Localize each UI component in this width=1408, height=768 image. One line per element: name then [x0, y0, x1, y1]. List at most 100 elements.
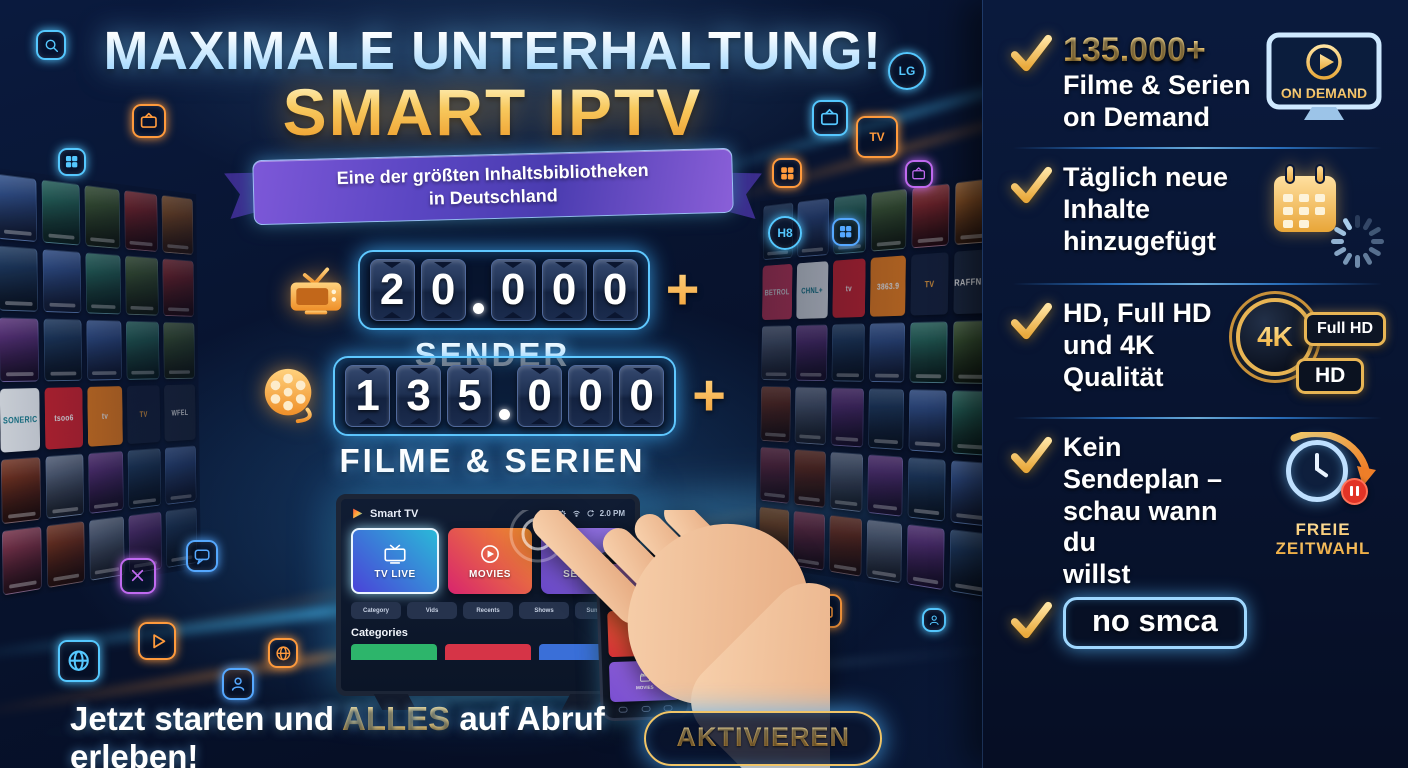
sidebar-divider [1013, 146, 1382, 149]
tv-movies-tile: MOVIES [448, 528, 532, 594]
movie-poster-tile [88, 516, 125, 581]
digit-tile: 0 [420, 259, 466, 321]
digit-tile: 0 [517, 365, 563, 427]
digit-tile: 0 [592, 259, 638, 321]
category-color-bar [351, 644, 437, 660]
digit-tile: 0 [619, 365, 665, 427]
movie-poster-tile [866, 519, 903, 584]
digit-tile: 2 [369, 259, 415, 321]
ribbon-line-2: in Deutschland [428, 184, 558, 209]
gear-icon [558, 510, 566, 517]
feature-line: HD, Full HD [1063, 297, 1212, 328]
feature-line: on Demand [1063, 101, 1211, 132]
digit-separator-dot [499, 409, 511, 420]
movie-poster-tile [759, 506, 790, 565]
smart-tv-logo-icon [353, 508, 363, 519]
activate-button[interactable]: AKTIVIEREN [644, 710, 882, 766]
feature-timeshift: Kein Sendeplan – schau wann du willst FR… [1009, 431, 1386, 591]
feature-daily-content: Täglich neue Inhalte hinzugefügt [1009, 162, 1386, 270]
tv-nav-chip: Shows [519, 602, 569, 619]
on-demand-label: ON DEMAND [1281, 85, 1367, 101]
feature-count: 135.000+ [1063, 30, 1252, 70]
movies-play-icon [481, 544, 499, 563]
series-clapper-icon [573, 542, 593, 562]
time-shift-clock-icon [1260, 431, 1386, 518]
tv-nav-chip: Vids [407, 602, 457, 619]
tv-nav-chip: Category [351, 602, 401, 619]
freie-zeitwahl-label: FREIE [1295, 519, 1351, 539]
on-demand-tv-icon: ON DEMAND [1266, 32, 1382, 120]
checkmark-icon [1010, 302, 1052, 339]
movie-poster-tile [46, 520, 85, 588]
person-icon [922, 608, 946, 632]
full-hd-badge: Full HD [1304, 311, 1386, 346]
wifi-icon [572, 510, 580, 517]
phone-tv-icon [616, 576, 628, 586]
feature-line: und 4K Qualität [1063, 329, 1164, 392]
cta-highlight: ALLES [341, 700, 451, 737]
features-sidebar: 135.000+ Filme & Serien on Demand ON DEM… [982, 0, 1408, 768]
digit-separator-dot [472, 303, 484, 314]
movie-poster-tile [165, 507, 198, 568]
clock-face [1286, 439, 1348, 502]
tv-nav-chip: Recents [463, 602, 513, 619]
cta-text: Jetzt starten und ALLES auf Abruf erlebe… [70, 700, 605, 768]
main-title: MAXIMALE UNTERHALTUNG! [0, 20, 985, 82]
movie-poster-tile [128, 511, 162, 575]
tv-icon [290, 267, 341, 315]
phone-tv-tile: TV LIVE [605, 563, 640, 607]
digit-tile: 0 [541, 259, 587, 321]
phone-play-icon [638, 624, 648, 635]
tv-category-bars [351, 644, 625, 660]
category-color-bar [445, 644, 531, 660]
feature-no-smca: no smca [1009, 597, 1386, 650]
pause-icon [1341, 477, 1368, 505]
phone-camera-dot [671, 555, 677, 561]
globe-icon [58, 640, 100, 682]
checkmark-icon [1010, 34, 1052, 72]
digit-tile: 1 [345, 365, 391, 427]
sidebar-divider [1013, 282, 1382, 285]
person-icon [222, 668, 254, 700]
cp-chip-icon: CP [738, 650, 772, 684]
globe-icon [268, 638, 298, 668]
checkmark-icon [1010, 166, 1052, 203]
calendar-icon [1274, 163, 1336, 232]
movie-poster-tile [792, 510, 825, 571]
feature-on-demand: 135.000+ Filme & Serien on Demand ON DEM… [1009, 30, 1386, 134]
digit-tile: 5 [447, 365, 493, 427]
vod-label: FILME & SERIEN [339, 442, 646, 479]
phone-clapper-icon [639, 671, 650, 682]
phone-camera-dot [604, 558, 610, 564]
phone-live-tile: LIVE TV [607, 608, 679, 658]
movie-poster-tile [828, 514, 863, 577]
sidebar-divider [1013, 416, 1382, 419]
loading-spinner-icon [1330, 214, 1384, 268]
tv-live-tile: TV LIVE [351, 528, 439, 594]
tv-categories-label: Categories [351, 627, 408, 639]
phone-movies-tile: MOVIES [608, 659, 681, 703]
feature-line: Kein Sendeplan – [1063, 431, 1223, 494]
freie-zeitwahl-label: ZEITWAHL [1275, 538, 1371, 558]
phone-series-tile: SERIES [642, 561, 677, 605]
cta-bar: Jetzt starten und ALLES auf Abruf erlebe… [70, 700, 882, 768]
plus-sign: + [692, 363, 726, 428]
checkmark-icon [1010, 436, 1052, 473]
phone-cam-icon [654, 575, 666, 584]
ribbon-banner: Eine der größten Inhaltsbibliotheken in … [251, 147, 734, 226]
smart-tv-mockup: Smart TV 2.0 PM [336, 494, 640, 696]
feature-quality: HD, Full HD und 4K Qualität 4K Full HD H… [1009, 297, 1386, 404]
tv-clock: 2.0 PM [599, 509, 625, 518]
digit-tile: 0 [568, 365, 614, 427]
no-smca-badge: no smca [1063, 597, 1247, 650]
plus-sign: + [665, 257, 700, 322]
feature-line: willst [1063, 559, 1131, 590]
tv-live-icon [384, 543, 406, 564]
checkmark-icon [1010, 601, 1052, 639]
feature-line: schau wann du [1063, 495, 1218, 558]
